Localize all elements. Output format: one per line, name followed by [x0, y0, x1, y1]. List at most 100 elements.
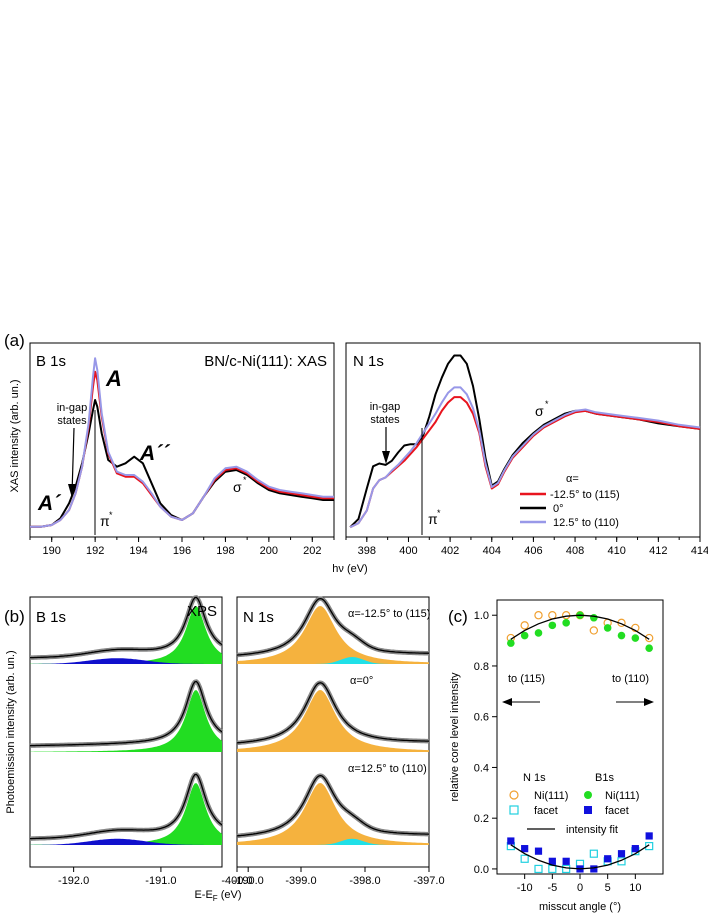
direction-label-left: to (115)	[508, 673, 545, 685]
rel-xtick-label-2: 0	[577, 882, 583, 894]
xps-n1s-xtick-label-0: -400.0	[221, 875, 252, 887]
rel-point-1-4	[562, 864, 571, 874]
rel-legend-marker-b-facet	[584, 806, 592, 814]
xas-b1s-corner-label: B 1s	[36, 353, 66, 370]
rel-point-3-4	[562, 857, 570, 865]
xps-b1s-xtick-label-2: -190.0	[233, 875, 264, 887]
xas-legend: α= -12.5° to (115) 0° 12.5° to (110)	[520, 473, 620, 529]
xas-n1s-lines	[349, 354, 701, 529]
xps-n1s-frame	[236, 596, 430, 868]
rel-point-0-6	[589, 626, 599, 635]
relative-intensity-chart: -10 -5 0 5 10 0.0 0.2 0.4 0.6 0.8 1.0 relative cor…	[449, 599, 664, 913]
xps-row-label-bottom: α=12.5° to (110)	[348, 763, 427, 775]
xas-b1s-ingap-label: in-gap	[57, 402, 88, 414]
xps-xlabel: E-EF (eV)	[194, 889, 241, 903]
xas-b1s-series-2	[30, 357, 334, 528]
rel-xtick-label-1: -5	[547, 882, 557, 894]
xas-n1s-chart: 398 400 402 404 406 408 410 412 414 N 1s hν (eV)…	[332, 342, 708, 575]
xps-b1s-row-0-main-area	[30, 606, 222, 664]
rel-point-2-9	[631, 634, 640, 642]
rel-point-3-2	[534, 847, 543, 855]
xas-n1s-xtick-label-8: 414	[691, 545, 708, 557]
xas-n1s-series-1	[349, 354, 701, 528]
rel-legend-marker-b-ni	[584, 791, 592, 799]
xas-n1s-frame	[345, 342, 701, 538]
rel-legend-n-facet-label: facet	[534, 805, 558, 817]
xas-b1s-chart: 190 192 194 196 198 200 202 B 1s BN/c-Ni(111):…	[9, 342, 335, 557]
direction-arrowhead-right	[644, 698, 654, 706]
rel-ylabel: relative core level intensity	[449, 672, 461, 802]
xas-n1s-xtick-label-0: 398	[358, 545, 376, 557]
rel-legend-b-ni-label: Ni(111)	[605, 790, 639, 802]
panel-label-b: (b)	[4, 607, 25, 626]
rel-point-2-3	[548, 621, 557, 630]
direction-arrowhead-left	[502, 698, 512, 706]
peak-label-a: A	[105, 366, 122, 391]
rel-data-marks	[506, 611, 654, 874]
xps-n1s-corner-label: N 1s	[243, 609, 274, 626]
xps-n1s-row-0-fit-line	[236, 597, 429, 656]
xas-b1s-xtick-label-4: 198	[216, 545, 234, 557]
xas-legend-title: α=	[566, 473, 579, 485]
rel-legend-n-header: N 1s	[523, 772, 546, 784]
rel-point-3-8	[617, 850, 626, 858]
xas-xlabel: hν (eV)	[332, 563, 367, 575]
xas-b1s-sigma-label: σ	[233, 479, 242, 495]
rel-point-0-3	[548, 611, 557, 620]
rel-point-0-9	[631, 623, 640, 633]
rel-point-0-4	[561, 611, 571, 620]
xps-n1s-chart: -400.0 -399.0 -398.0 -397.0 N 1s α=-12.5° t…	[194, 596, 445, 903]
xps-b1s-row-2-facet-area	[30, 838, 222, 845]
rel-point-1-2	[534, 864, 543, 874]
xas-b1s-ingap-label-2: states	[57, 415, 87, 427]
xps-n1s-row-0-main-area	[237, 606, 429, 664]
xps-row-label-top: α=-12.5° to (115)	[348, 608, 430, 620]
direction-label-right: to (110)	[612, 673, 649, 685]
peak-label-a-double-prime: A´´	[139, 442, 171, 465]
xas-n1s-x-ticks: 398 400 402 404 406 408 410 412 414	[345, 537, 708, 557]
rel-legend-b-header: B1s	[595, 772, 614, 784]
xps-n1s-row-1-main-area	[237, 690, 429, 752]
rel-axis-ticks: -10 -5 0 5 10 0.0 0.2 0.4 0.6 0.8 1.0	[474, 610, 642, 894]
xps-n1s-x-ticks: -400.0 -399.0 -398.0 -397.0	[221, 867, 445, 887]
rel-legend-fit-label: intensity fit	[566, 824, 618, 836]
rel-point-2-4	[562, 619, 570, 627]
rel-point-3-0	[507, 837, 515, 845]
xps-b1s-xtick-label-0: -192.0	[58, 875, 89, 887]
rel-point-3-10	[645, 832, 653, 840]
xas-b1s-title: BN/c-Ni(111): XAS	[204, 353, 327, 370]
rel-ytick-label-1: 0.2	[474, 813, 489, 825]
xas-n1s-xtick-label-7: 412	[649, 545, 667, 557]
xas-n1s-xtick-label-6: 410	[608, 545, 626, 557]
rel-point-1-1	[520, 854, 529, 863]
rel-point-2-1	[520, 631, 529, 640]
xps-b1s-frame	[29, 596, 223, 868]
rel-point-0-2	[534, 611, 543, 620]
rel-ytick-label-5: 1.0	[474, 610, 489, 622]
xps-b1s-row-2-main-area	[30, 783, 222, 845]
xps-n1s-row-1-fit-line	[236, 682, 429, 744]
rel-point-2-10	[645, 644, 653, 653]
xas-n1s-sigma-star: *	[545, 399, 549, 409]
xas-b1s-xtick-label-0: 190	[43, 545, 61, 557]
rel-legend: N 1s B1s Ni(111) facet Ni(111) facet int…	[509, 772, 639, 836]
rel-ytick-label-2: 0.4	[474, 762, 489, 774]
xas-b1s-pi-star: *	[109, 510, 113, 520]
rel-point-2-0	[507, 639, 515, 647]
xas-n1s-xtick-label-5: 408	[566, 545, 584, 557]
xps-b1s-x-ticks: -192.0 -191.0 -190.0	[58, 867, 264, 887]
xas-b1s-series-0	[30, 370, 334, 528]
xas-b1s-frame	[29, 342, 335, 538]
xas-n1s-pi-star: *	[437, 508, 441, 518]
xps-b1s-xtick-label-1: -191.0	[145, 875, 176, 887]
xps-b1s-row-1-fit-line	[29, 680, 223, 747]
rel-fit-line-5	[510, 844, 650, 870]
xas-b1s-xtick-label-2: 194	[129, 545, 147, 557]
xas-n1s-xtick-label-1: 400	[399, 545, 417, 557]
xas-b1s-xtick-label-3: 196	[173, 545, 191, 557]
rel-point-3-1	[521, 845, 529, 853]
rel-point-3-9	[631, 845, 639, 853]
panel-label-a: (a)	[4, 331, 25, 350]
xps-n1s-row-2-fit-line	[236, 774, 429, 837]
rel-ytick-label-0: 0.0	[474, 864, 489, 876]
